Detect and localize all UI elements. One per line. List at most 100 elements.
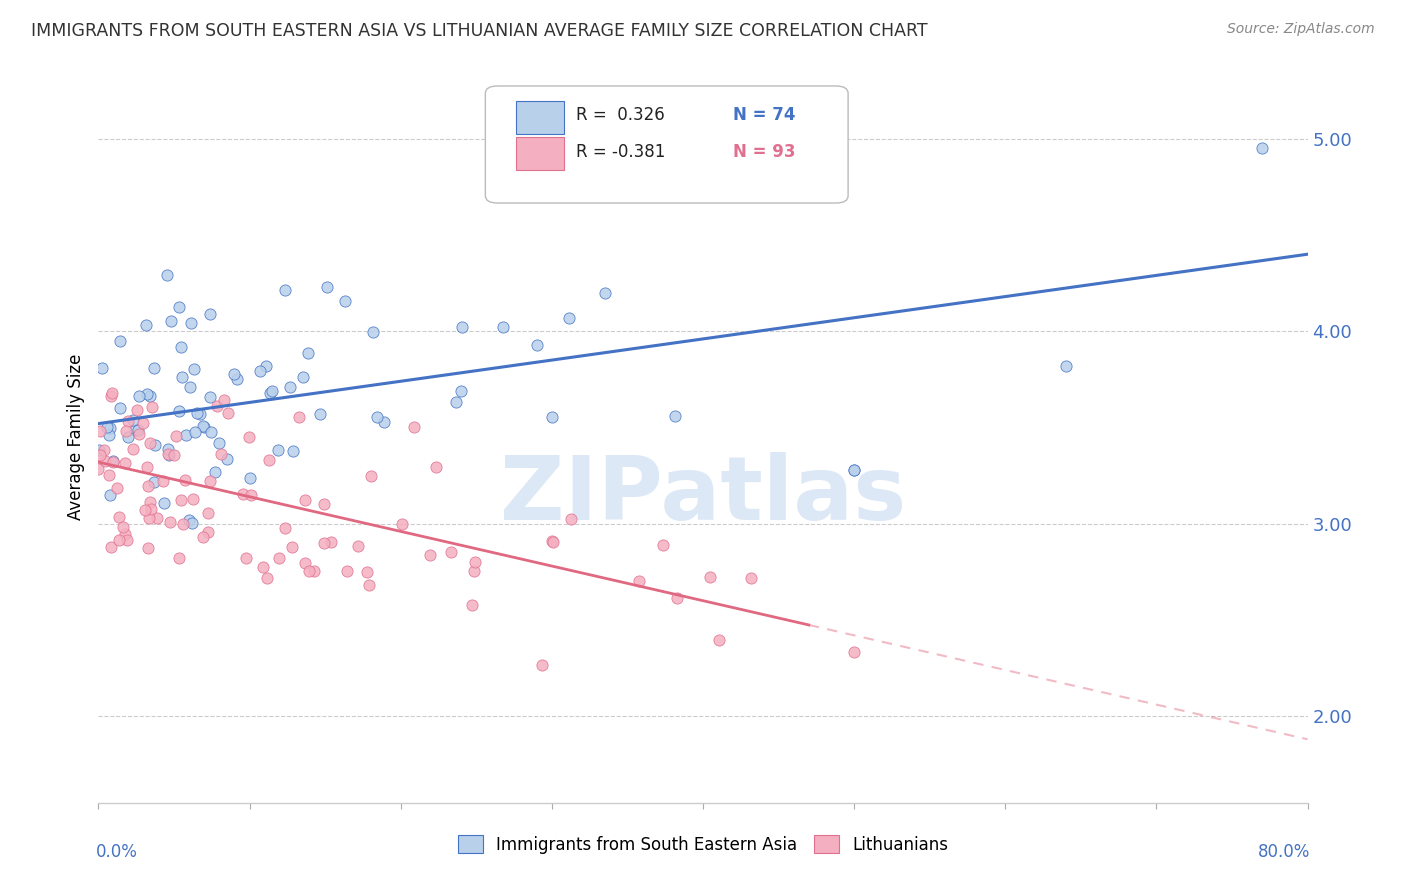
Point <box>359 577 381 591</box>
Point <box>336 564 359 578</box>
Point <box>844 645 866 659</box>
Point <box>302 564 325 578</box>
Point <box>256 571 278 585</box>
Point <box>204 465 226 479</box>
Point <box>157 448 180 462</box>
Point <box>360 469 382 483</box>
Point <box>127 423 149 437</box>
Point <box>259 385 281 400</box>
Point <box>297 565 319 579</box>
Point <box>174 428 197 442</box>
Point <box>205 399 228 413</box>
Point <box>366 409 388 424</box>
Point <box>108 533 131 547</box>
Point <box>740 571 762 585</box>
Legend: Immigrants from South Eastern Asia, Lithuanians: Immigrants from South Eastern Asia, Lith… <box>451 829 955 860</box>
Point <box>252 559 274 574</box>
Point <box>143 360 166 375</box>
Point <box>91 361 114 376</box>
Point <box>461 598 484 612</box>
Point <box>100 540 122 554</box>
Bar <box>516 101 564 134</box>
Point <box>138 436 160 450</box>
Point <box>97 428 120 442</box>
Point <box>207 436 229 450</box>
Point <box>122 412 145 426</box>
Point <box>492 319 515 334</box>
Point <box>291 369 314 384</box>
Point <box>294 492 316 507</box>
Point <box>254 359 277 374</box>
Point <box>844 463 866 477</box>
Point <box>260 384 283 399</box>
Point <box>114 527 136 541</box>
Point <box>125 402 148 417</box>
Point <box>1251 141 1274 155</box>
Point <box>98 488 121 502</box>
Point <box>170 492 193 507</box>
Point <box>159 516 181 530</box>
Point <box>100 421 122 435</box>
Point <box>232 487 254 501</box>
Point <box>112 520 135 534</box>
Point <box>156 268 179 282</box>
Point <box>273 520 295 534</box>
Point <box>707 633 730 648</box>
Point <box>101 454 124 468</box>
Point <box>132 416 155 430</box>
Point <box>198 474 221 488</box>
Point <box>540 409 562 424</box>
Point <box>180 316 202 330</box>
Text: R = -0.381: R = -0.381 <box>576 143 665 161</box>
Point <box>530 658 553 673</box>
Point <box>356 565 378 579</box>
Point <box>117 430 139 444</box>
Point <box>93 443 115 458</box>
Point <box>136 386 159 401</box>
Y-axis label: Average Family Size: Average Family Size <box>66 354 84 520</box>
Point <box>108 510 131 524</box>
Point <box>174 473 197 487</box>
Point <box>314 497 336 511</box>
Text: R =  0.326: R = 0.326 <box>576 106 665 125</box>
Point <box>115 533 138 547</box>
Point <box>172 517 194 532</box>
Point <box>167 300 190 314</box>
Bar <box>516 137 564 170</box>
Point <box>146 511 169 525</box>
Point <box>526 337 548 351</box>
Point <box>108 334 131 348</box>
Point <box>239 471 262 485</box>
Point <box>464 555 486 569</box>
Point <box>89 448 111 462</box>
Point <box>209 447 232 461</box>
Point <box>139 389 162 403</box>
Point <box>124 424 146 438</box>
Point <box>98 467 121 482</box>
Point <box>540 533 562 548</box>
Point <box>172 370 194 384</box>
Point <box>288 410 311 425</box>
Point <box>145 438 167 452</box>
Point <box>267 550 290 565</box>
Point <box>134 503 156 517</box>
Point <box>297 346 319 360</box>
Point <box>664 409 686 424</box>
Point <box>114 456 136 470</box>
Point <box>666 591 689 605</box>
Point <box>450 320 472 334</box>
Point <box>402 420 425 434</box>
Point <box>333 293 356 308</box>
Point <box>101 455 124 469</box>
Point <box>160 314 183 328</box>
Point <box>373 415 395 429</box>
Point <box>235 550 257 565</box>
Point <box>105 481 128 495</box>
Point <box>181 516 204 531</box>
Point <box>257 452 280 467</box>
Point <box>346 539 368 553</box>
Point <box>197 506 219 520</box>
Point <box>463 564 485 578</box>
Point <box>141 502 163 516</box>
Point <box>179 380 201 394</box>
